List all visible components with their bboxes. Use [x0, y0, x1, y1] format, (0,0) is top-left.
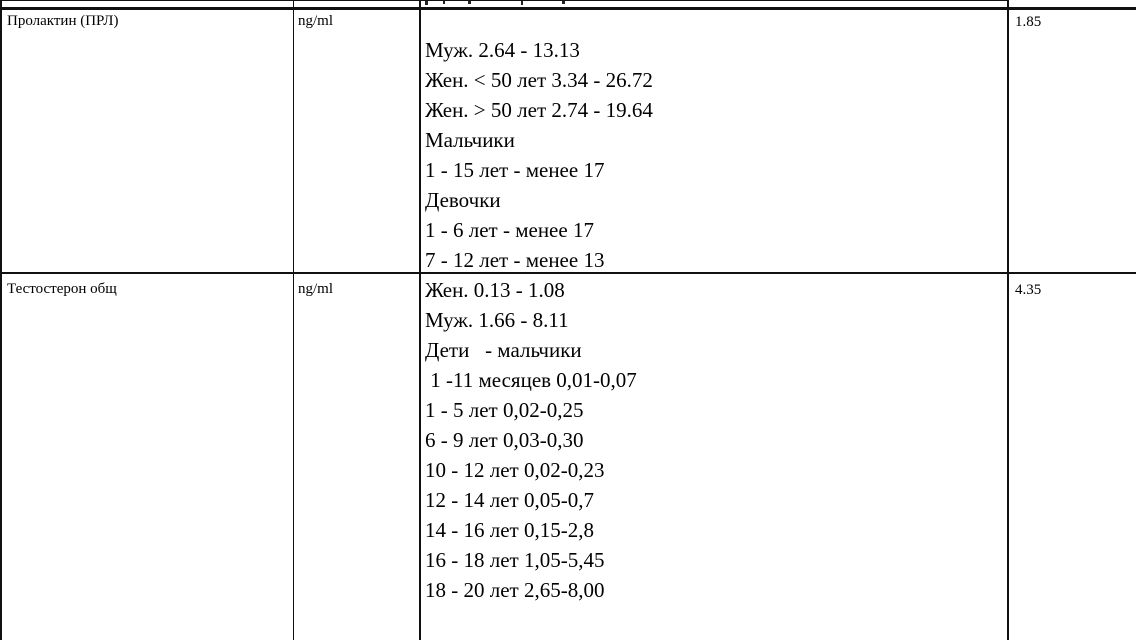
reference-range-line: Жен. < 50 лет 3.34 - 26.72 [425, 68, 653, 92]
row-top-border [0, 7, 1136, 10]
result-value: 4.35 [1015, 282, 1042, 298]
col-divider-reference-result [1007, 0, 1009, 640]
reference-range-line: Дети - мальчики [425, 338, 582, 362]
result-value: 1.85 [1015, 14, 1042, 30]
reference-range-line: 16 - 18 лет 1,05-5,45 [425, 548, 605, 572]
clipped-row-remnant [0, 0, 1136, 6]
reference-range-line: Жен. > 50 лет 2.74 - 19.64 [425, 98, 653, 122]
reference-range-line: 12 - 14 лет 0,05-0,7 [425, 488, 594, 512]
reference-range-line: 18 - 20 лет 2,65-8,00 [425, 578, 605, 602]
reference-range-line: 14 - 16 лет 0,15-2,8 [425, 518, 594, 542]
col-divider-units-reference [419, 0, 421, 640]
reference-ranges: Жен. 0.13 - 1.08 Муж. 1.66 - 8.11 Дети -… [425, 275, 637, 605]
reference-range-line: Муж. 2.64 - 13.13 [425, 38, 580, 62]
col-divider-name-units [293, 0, 294, 640]
reference-range-line: 1 - 15 лет - менее 17 [425, 158, 605, 182]
reference-range-line: Девочки [425, 188, 501, 212]
units-value: ng/ml [298, 281, 334, 297]
reference-range-line: Муж. 1.66 - 8.11 [425, 308, 569, 332]
top-edge-border [0, 0, 1009, 1]
reference-range-line: 6 - 9 лет 0,03-0,30 [425, 428, 584, 452]
reference-range-line: 1 -11 месяцев 0,01-0,07 [425, 368, 637, 392]
reference-range-line: 7 - 12 лет - менее 13 [425, 248, 605, 272]
analyte-name: Тестостерон общ [7, 281, 117, 297]
table-left-border [0, 0, 2, 640]
units-value: ng/ml [298, 13, 334, 29]
reference-range-line: 1 - 6 лет - менее 17 [425, 218, 594, 242]
reference-ranges: Муж. 2.64 - 13.13 Жен. < 50 лет 3.34 - 2… [425, 35, 653, 275]
reference-range-line: Жен. 0.13 - 1.08 [425, 278, 565, 302]
reference-range-line: Мальчики [425, 128, 515, 152]
row-divider-border [0, 272, 1136, 274]
analyte-name: Пролактин (ПРЛ) [7, 13, 119, 29]
reference-range-line: 1 - 5 лет 0,02-0,25 [425, 398, 584, 422]
reference-range-line: 10 - 12 лет 0,02-0,23 [425, 458, 605, 482]
